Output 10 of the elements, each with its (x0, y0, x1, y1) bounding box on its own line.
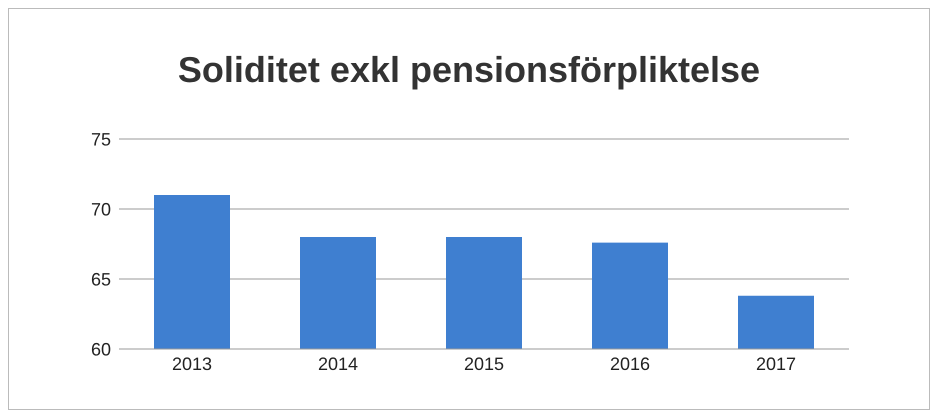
x-tick-label: 2016 (610, 354, 650, 374)
x-tick-label: 2013 (172, 354, 212, 374)
y-tick-label: 75 (90, 129, 111, 150)
x-tick-label: 2017 (756, 354, 796, 374)
y-tick-label: 65 (90, 269, 111, 290)
x-tick-label: 2014 (318, 354, 358, 374)
y-tick-label: 70 (90, 199, 111, 220)
x-tick-label: 2015 (464, 354, 504, 374)
y-tick-label: 60 (90, 339, 111, 360)
chart-title: Soliditet exkl pensionsförpliktelse (176, 48, 762, 92)
